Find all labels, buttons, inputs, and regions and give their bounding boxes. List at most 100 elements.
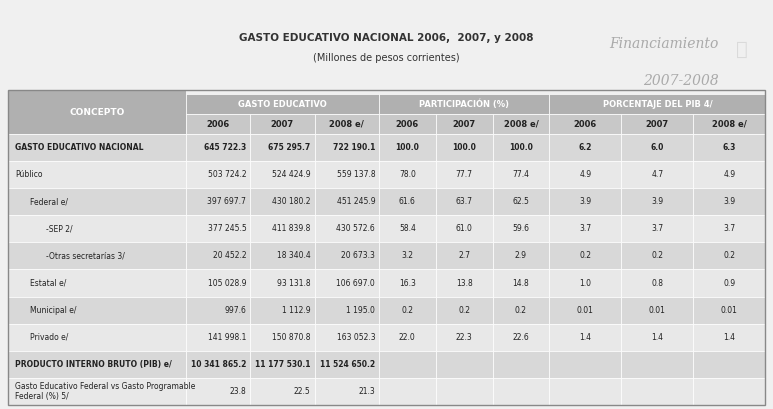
Bar bbox=[436, 378, 492, 405]
Text: 0.2: 0.2 bbox=[458, 306, 470, 315]
Bar bbox=[550, 243, 621, 270]
Text: Estatal e/: Estatal e/ bbox=[30, 279, 66, 288]
Text: 377 245.5: 377 245.5 bbox=[208, 225, 247, 234]
Bar bbox=[492, 270, 550, 297]
Bar bbox=[436, 161, 492, 188]
Text: 18 340.4: 18 340.4 bbox=[277, 252, 311, 261]
Text: -Otras secretarías 3/: -Otras secretarías 3/ bbox=[46, 252, 124, 261]
Bar bbox=[550, 188, 621, 215]
Text: 2006: 2006 bbox=[396, 120, 419, 129]
Bar bbox=[693, 134, 765, 161]
Text: -SEP 2/: -SEP 2/ bbox=[46, 225, 72, 234]
Text: 14.8: 14.8 bbox=[512, 279, 530, 288]
Text: 1.0: 1.0 bbox=[579, 279, 591, 288]
Text: 61.0: 61.0 bbox=[456, 225, 472, 234]
Text: 1 195.0: 1 195.0 bbox=[346, 306, 375, 315]
Bar bbox=[186, 297, 250, 324]
Bar bbox=[186, 215, 250, 243]
Text: CONCEPTO: CONCEPTO bbox=[69, 108, 124, 117]
Bar bbox=[8, 324, 186, 351]
Text: 10 341 865.2: 10 341 865.2 bbox=[191, 360, 247, 369]
Bar bbox=[621, 134, 693, 161]
Text: 722 190.1: 722 190.1 bbox=[332, 143, 375, 152]
Text: 2007: 2007 bbox=[271, 120, 294, 129]
Bar bbox=[186, 114, 250, 134]
Text: 451 245.9: 451 245.9 bbox=[336, 197, 375, 206]
Text: 3.9: 3.9 bbox=[579, 197, 591, 206]
Text: 2007-2008: 2007-2008 bbox=[643, 74, 719, 88]
Bar bbox=[693, 297, 765, 324]
Text: 2008 e/: 2008 e/ bbox=[712, 120, 747, 129]
Bar bbox=[8, 134, 186, 161]
Text: Financiamiento: Financiamiento bbox=[610, 37, 719, 51]
Text: Federal e/: Federal e/ bbox=[30, 197, 69, 206]
Bar bbox=[8, 188, 186, 215]
Text: GASTO EDUCATIVO: GASTO EDUCATIVO bbox=[238, 100, 327, 109]
Text: 1 112.9: 1 112.9 bbox=[282, 306, 311, 315]
Bar bbox=[250, 324, 315, 351]
Text: 0.9: 0.9 bbox=[724, 279, 735, 288]
Bar bbox=[436, 270, 492, 297]
Bar bbox=[315, 215, 379, 243]
Text: 430 180.2: 430 180.2 bbox=[272, 197, 311, 206]
Text: 6.2: 6.2 bbox=[579, 143, 592, 152]
Text: 21.3: 21.3 bbox=[359, 387, 375, 396]
Text: 6.0: 6.0 bbox=[651, 143, 664, 152]
Bar bbox=[492, 188, 550, 215]
Bar bbox=[550, 215, 621, 243]
Text: 106 697.0: 106 697.0 bbox=[336, 279, 375, 288]
Bar bbox=[8, 297, 186, 324]
Bar bbox=[693, 215, 765, 243]
Text: 22.6: 22.6 bbox=[512, 333, 530, 342]
Text: Gasto Educativo Federal vs Gasto Programable
Federal (%) 5/: Gasto Educativo Federal vs Gasto Program… bbox=[15, 382, 196, 401]
Bar bbox=[436, 351, 492, 378]
Text: 411 839.8: 411 839.8 bbox=[272, 225, 311, 234]
Bar bbox=[379, 297, 436, 324]
Bar bbox=[621, 378, 693, 405]
Bar bbox=[186, 270, 250, 297]
Bar bbox=[315, 243, 379, 270]
Text: 3.2: 3.2 bbox=[401, 252, 414, 261]
Bar bbox=[8, 351, 186, 378]
Bar bbox=[315, 114, 379, 134]
Bar bbox=[250, 114, 315, 134]
Text: 11 177 530.1: 11 177 530.1 bbox=[255, 360, 311, 369]
Bar bbox=[379, 378, 436, 405]
Text: 559 137.8: 559 137.8 bbox=[336, 170, 375, 179]
Bar bbox=[379, 215, 436, 243]
Bar bbox=[186, 161, 250, 188]
Text: 997.6: 997.6 bbox=[224, 306, 247, 315]
Text: 2007: 2007 bbox=[645, 120, 669, 129]
Bar bbox=[315, 351, 379, 378]
Bar bbox=[379, 351, 436, 378]
Bar bbox=[550, 297, 621, 324]
Bar bbox=[550, 94, 765, 114]
Bar bbox=[492, 134, 550, 161]
Bar bbox=[8, 378, 186, 405]
Text: 100.0: 100.0 bbox=[452, 143, 476, 152]
Text: 77.4: 77.4 bbox=[512, 170, 530, 179]
Bar bbox=[693, 161, 765, 188]
Text: 105 028.9: 105 028.9 bbox=[208, 279, 247, 288]
Text: 77.7: 77.7 bbox=[455, 170, 472, 179]
Bar bbox=[186, 351, 250, 378]
Text: GASTO EDUCATIVO NACIONAL: GASTO EDUCATIVO NACIONAL bbox=[15, 143, 144, 152]
Text: 2007: 2007 bbox=[452, 120, 475, 129]
Text: 3.9: 3.9 bbox=[652, 197, 663, 206]
Text: 4.9: 4.9 bbox=[724, 170, 735, 179]
Text: 3.7: 3.7 bbox=[652, 225, 663, 234]
Text: PRODUCTO INTERNO BRUTO (PIB) e/: PRODUCTO INTERNO BRUTO (PIB) e/ bbox=[15, 360, 172, 369]
Bar bbox=[315, 378, 379, 405]
Text: 2008 e/: 2008 e/ bbox=[329, 120, 364, 129]
Text: 0.8: 0.8 bbox=[652, 279, 663, 288]
Text: 6.3: 6.3 bbox=[723, 143, 736, 152]
Text: PORCENTAJE DEL PIB 4/: PORCENTAJE DEL PIB 4/ bbox=[602, 100, 712, 109]
Bar bbox=[621, 351, 693, 378]
Text: 141 998.1: 141 998.1 bbox=[208, 333, 247, 342]
Text: 16.3: 16.3 bbox=[399, 279, 416, 288]
Bar bbox=[250, 161, 315, 188]
Bar bbox=[492, 378, 550, 405]
Bar bbox=[492, 161, 550, 188]
Bar bbox=[379, 134, 436, 161]
Text: 3.9: 3.9 bbox=[724, 197, 735, 206]
